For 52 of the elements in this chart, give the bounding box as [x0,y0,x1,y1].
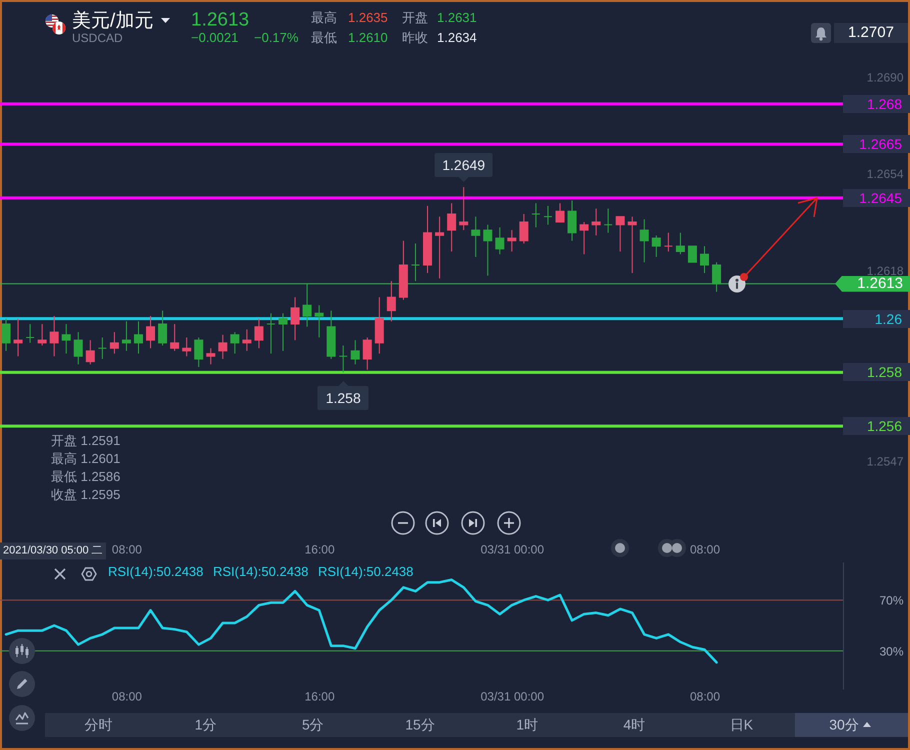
ref-line-label: 1.268 [843,94,910,113]
text: 1时 [516,716,538,734]
y-tick-label: 70% [879,594,904,608]
y-tick-label: 1.2654 [866,167,904,182]
x-tick-label: 08:00 [690,542,720,556]
text: −0.0021 [191,30,238,46]
text: 2021/03/30 05:00 二 [0,542,106,560]
ref-line-label: 1.2665 [843,135,910,154]
y-tick-label: 1.2690 [866,70,904,84]
text: USDCAD [72,31,123,45]
text: 15分 [405,716,435,734]
text: 30分 [829,716,859,734]
text: 最低 1.2586 [51,469,120,485]
text: 最高 [311,10,337,26]
x-tick-label: 08:00 [112,542,142,556]
text: 1.2635 [348,10,388,26]
x-tick-label: 16:00 [304,690,335,704]
annotation: 1.2649 [434,153,494,178]
annotation: RSI(14):50.2438 [318,564,414,580]
x-tick-label: 03/31 00:00 [480,690,544,704]
annotation: 最高 1.2601 [51,451,120,467]
ref-line-label: 1.256 [843,417,910,436]
text: 最低 [311,30,337,46]
x-tick-label: 03/31 00:00 [480,542,544,556]
text: −0.17% [254,30,298,46]
text: 1.2610 [348,30,388,46]
annotation: 开盘 1.2591 [51,433,120,449]
text: RSI(14):50.2438 [108,564,204,580]
annotation: 1.258 [318,386,369,410]
ref-line-label: 1.258 [843,363,910,382]
text: 1分 [194,716,217,734]
text: 1.2707 [834,23,908,43]
x-tick-label: 08:00 [112,690,142,704]
x-tick-label: 16:00 [304,542,335,556]
annotation: RSI(14):50.2438 [213,564,308,580]
ref-line-label: 1.2645 [843,188,910,207]
text: 1.2613 [191,8,250,32]
text: 1.2634 [437,30,477,46]
y-tick-label: 30% [879,644,904,658]
text: 4时 [623,716,646,734]
text: 开盘 [402,10,428,26]
text: 日K [730,716,754,734]
x-tick-label: 08:00 [690,690,720,704]
ref-line-label: 1.26 [843,310,910,328]
text: 1.2631 [437,10,477,26]
text: 昨收 [402,30,428,46]
text: 收盘 1.2595 [51,487,120,503]
text: 5分 [302,716,324,734]
ref-line-label: 1.2613 [835,274,910,292]
text: 分时 [84,716,113,734]
y-tick-label: 1.2547 [866,454,904,468]
text: 美元/加元 [72,10,154,32]
